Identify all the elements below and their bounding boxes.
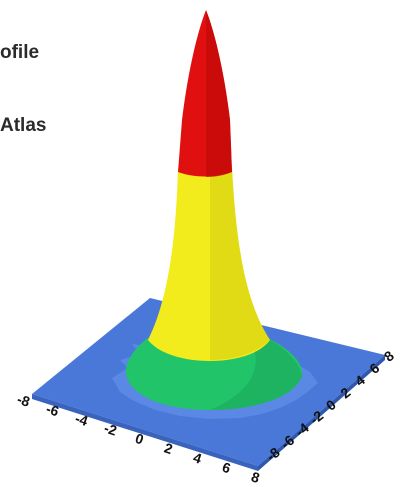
x-tick-label-4: 0 (133, 430, 146, 448)
surface-band-yellow-shade (210, 168, 270, 360)
x-tick-label-1: -6 (44, 400, 61, 419)
y-tick-label-8: 8 (381, 347, 397, 365)
x-tick-label-2: -4 (73, 410, 90, 429)
x-tick-label-8: 8 (249, 468, 262, 486)
title-fragment-bottom: Atlas (0, 115, 47, 136)
surface-band-green-shade (210, 338, 302, 410)
x-tick-label-5: 2 (162, 440, 175, 458)
title-fragment-top: ofile (0, 42, 40, 63)
x-tick-label-0: -8 (15, 391, 32, 410)
x-tick-label-3: -2 (102, 420, 119, 439)
x-tick-label-6: 4 (191, 449, 204, 467)
base-plane-right-edge (258, 355, 385, 471)
base-plane-front-edge (32, 394, 258, 471)
surface-band-red-shade (206, 10, 232, 177)
x-tick-label-7: 6 (220, 459, 233, 477)
